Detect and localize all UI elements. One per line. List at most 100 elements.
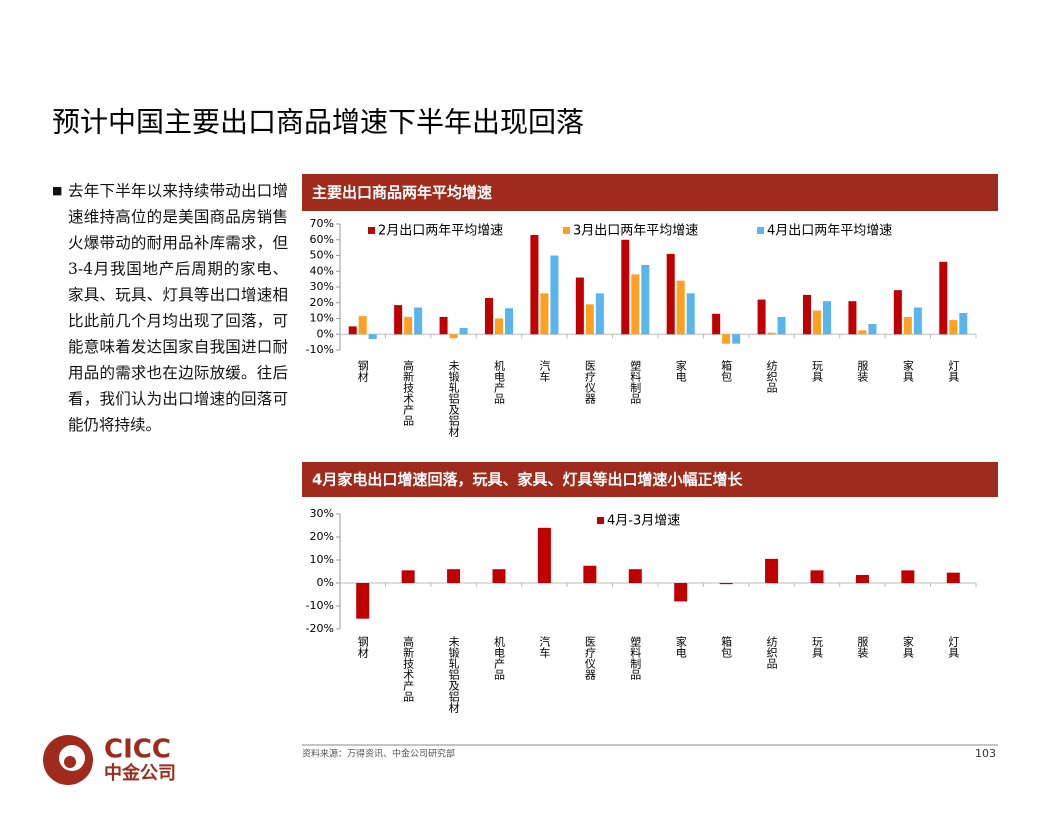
- y-tick-label: -20%: [306, 622, 334, 635]
- y-tick-label: 40%: [310, 264, 334, 277]
- bar: [530, 235, 539, 335]
- bar: [722, 334, 731, 344]
- y-tick-label: 0%: [317, 327, 334, 340]
- x-tick-label: 钢材: [356, 636, 369, 658]
- bar: [439, 316, 448, 335]
- bar: [676, 280, 685, 335]
- bar: [631, 274, 640, 335]
- chart-header: [302, 174, 998, 211]
- bar: [368, 334, 377, 339]
- bar: [868, 324, 877, 335]
- bar: [893, 290, 902, 335]
- bar: [348, 326, 357, 335]
- logo-mark: [64, 756, 76, 768]
- logo-text: 中金公司: [104, 762, 176, 784]
- x-tick-label: 塑料制品: [629, 359, 642, 404]
- bar: [686, 293, 695, 335]
- x-tick-label: 箱包: [720, 635, 733, 658]
- bar: [719, 583, 733, 585]
- x-tick-label: 机电产品: [493, 359, 506, 404]
- bar: [939, 261, 948, 335]
- x-tick-label: 高新技术产品: [402, 635, 415, 702]
- x-tick-label: 服装: [856, 636, 869, 659]
- bar: [901, 570, 915, 583]
- x-tick-label: 纺织品: [765, 635, 778, 669]
- x-tick-label: 家具: [901, 635, 914, 658]
- bullet-text: ■ 去年下半年以来持续带动出口增速维持高位的是美国商品房销售火爆带动的耐用品补库需…: [52, 178, 288, 438]
- x-tick-label: 家具: [901, 359, 914, 382]
- bar: [641, 264, 650, 335]
- x-tick-label: 家电: [674, 635, 687, 658]
- bar: [485, 298, 493, 335]
- x-tick-label: 汽车: [538, 359, 551, 383]
- bar: [946, 572, 960, 583]
- logo-text: CICC: [104, 735, 171, 765]
- x-tick-label: 未锻轧铝及铝材: [447, 636, 460, 713]
- y-tick-label: 30%: [310, 507, 334, 520]
- bar: [848, 301, 857, 335]
- legend-swatch: [757, 227, 764, 234]
- y-tick-label: -10%: [306, 599, 334, 612]
- legend-swatch: [597, 517, 604, 524]
- bar: [540, 293, 549, 335]
- bar: [949, 320, 958, 335]
- y-tick-label: 10%: [310, 553, 334, 566]
- bar: [356, 583, 370, 619]
- bar: [358, 316, 367, 335]
- bar: [810, 570, 824, 583]
- bar: [583, 565, 597, 583]
- y-tick-label: 20%: [310, 296, 334, 309]
- x-tick-label: 服装: [856, 360, 869, 383]
- legend-label: 2月出口两年平均增速: [378, 224, 503, 239]
- x-tick-label: 灯具: [947, 636, 960, 658]
- y-tick-label: 60%: [310, 233, 334, 246]
- bar: [823, 301, 831, 335]
- legend-label: 4月出口两年平均增速: [767, 224, 892, 239]
- bar: [803, 294, 811, 335]
- bar: [537, 527, 551, 583]
- y-tick-label: 70%: [310, 217, 334, 230]
- bar: [712, 313, 721, 335]
- y-tick-label: 0%: [317, 576, 334, 589]
- bar: [813, 310, 821, 335]
- x-tick-label: 玩具: [811, 360, 824, 382]
- x-tick-label: 塑料制品: [629, 635, 642, 680]
- y-tick-label: -10%: [306, 343, 334, 356]
- x-tick-label: 汽车: [538, 635, 551, 659]
- bar: [757, 299, 766, 335]
- x-tick-label: 高新技术产品: [402, 359, 415, 426]
- bar: [595, 293, 604, 335]
- bar: [447, 569, 461, 583]
- bar: [959, 312, 968, 335]
- bar: [855, 574, 869, 583]
- x-tick-label: 玩具: [811, 636, 824, 658]
- bar: [858, 330, 867, 335]
- y-tick-label: 10%: [310, 312, 334, 325]
- bar: [585, 304, 594, 335]
- bar: [492, 569, 506, 583]
- legend-label: 4月-3月增速: [607, 514, 680, 529]
- x-tick-label: 灯具: [947, 360, 960, 382]
- bar: [505, 308, 513, 335]
- bar: [449, 334, 458, 339]
- x-tick-label: 箱包: [720, 359, 733, 382]
- bar: [903, 316, 912, 335]
- bar: [414, 307, 423, 335]
- chart-title: 4月家电出口增速回落，玩具、家具、灯具等出口增速小幅正增长: [312, 471, 743, 489]
- bullet-marker: ■: [52, 184, 63, 197]
- legend-swatch: [368, 227, 375, 234]
- x-tick-label: 医疗仪器: [583, 636, 596, 681]
- bar: [628, 569, 642, 583]
- bar: [394, 305, 403, 335]
- legend-swatch: [563, 227, 570, 234]
- source-note: 资料来源：万得资讯、中金公司研究部: [302, 748, 455, 760]
- x-tick-label: 医疗仪器: [583, 360, 596, 405]
- bar: [767, 332, 776, 335]
- legend-label: 3月出口两年平均增速: [573, 224, 698, 239]
- y-tick-label: 50%: [310, 249, 334, 262]
- x-tick-label: 钢材: [356, 360, 369, 382]
- bar: [732, 334, 741, 344]
- bar: [459, 327, 468, 335]
- y-tick-label: 20%: [310, 530, 334, 543]
